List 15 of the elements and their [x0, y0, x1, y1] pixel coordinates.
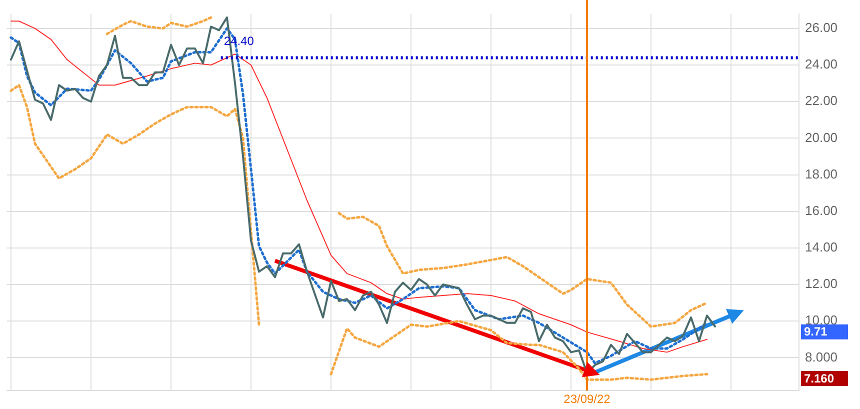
y-tick-label: 24.00	[805, 56, 838, 72]
y-tick-label: 12.00	[805, 276, 838, 292]
y-tick-label: 8.000	[805, 349, 838, 364]
text: 7.160	[804, 371, 834, 386]
line-series	[106, 16, 212, 36]
y-tick-label: 20.00	[805, 130, 838, 145]
y-tick-label: 18.00	[805, 166, 838, 182]
x-tick-label: 23/09/22	[564, 392, 611, 406]
y-tick-label: 14.00	[805, 240, 838, 255]
y-tick-label: 22.00	[805, 93, 838, 108]
line-series	[10, 84, 260, 326]
line-series	[330, 320, 708, 381]
y-tick-label: 26.00	[805, 20, 838, 36]
line-series	[338, 212, 708, 328]
y-tick-label: 16.00	[805, 202, 838, 218]
